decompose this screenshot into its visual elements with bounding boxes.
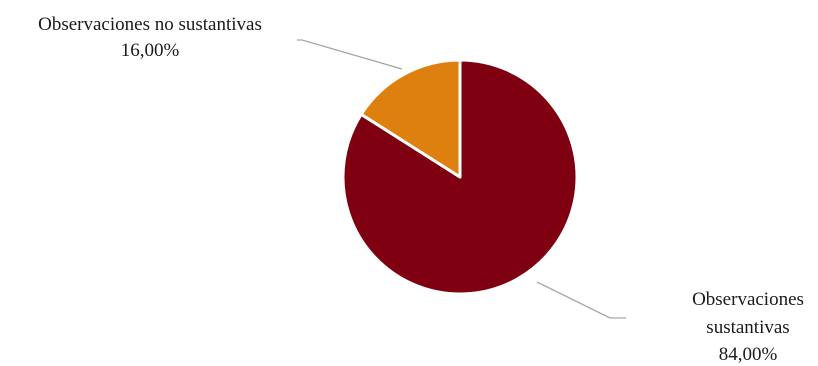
- pie-slice-observaciones-no-sustantivas: [359, 58, 462, 179]
- slice-label-sustantivas-line1: Observaciones: [692, 289, 804, 310]
- slice-value-no-sustantivas: 16,00%: [121, 40, 180, 61]
- slice-value-sustantivas: 84,00%: [719, 344, 778, 365]
- leader-line-sustantivas: [536, 281, 626, 319]
- slice-label-no-sustantivas: Observaciones no sustantivas: [38, 14, 262, 35]
- slice-label-sustantivas-line2: sustantivas: [706, 317, 789, 338]
- pie-slices: [341, 58, 579, 296]
- leader-line-no-sustantivas: [297, 39, 403, 70]
